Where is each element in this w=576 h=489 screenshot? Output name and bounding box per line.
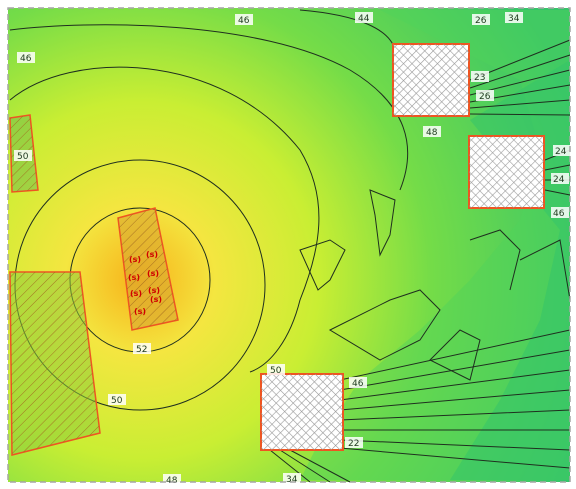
contour-label: 46 (352, 379, 364, 389)
buildings (260, 43, 545, 451)
contour-label: 24 (553, 175, 565, 185)
contour-irregular-4 (429, 329, 481, 381)
contour-label: 50 (111, 396, 123, 406)
contour-label: 48 (166, 476, 178, 486)
zone-source-hatch (118, 208, 178, 330)
contour-label: 34 (508, 14, 520, 24)
source-markers: (s) (s) (s) (s) (s) (s) (s) (s) (128, 250, 162, 316)
source-mark: (s) (134, 307, 146, 316)
building-bottom-overlay (261, 374, 343, 450)
building-top-right-overlay (393, 44, 469, 116)
zone-left-bottom-hatch (10, 272, 100, 455)
cool-zone-right (300, 10, 570, 480)
contour-46 (9, 24, 409, 191)
contour-right-2 (519, 239, 571, 301)
fan-lines-bottom (339, 329, 571, 469)
contour-labels: 46 46 44 48 50 52 50 50 46 46 22 48 34 2… (14, 12, 571, 486)
source-mark: (s) (146, 250, 158, 259)
contour-label: 50 (270, 366, 282, 376)
contour-irregular-2 (299, 239, 346, 291)
contour-irregular-1 (369, 189, 396, 257)
fan-lines-bottom-left (269, 449, 351, 483)
contour-label: 50 (17, 152, 29, 162)
contour-label: 48 (426, 128, 438, 138)
contour-label: 24 (555, 147, 567, 157)
building-mid-right-overlay (469, 136, 544, 208)
contour-label: 22 (348, 439, 359, 449)
map-border (7, 7, 571, 483)
contour-label: 46 (553, 209, 565, 219)
contour-label: 46 (20, 54, 32, 64)
contour-label: 26 (479, 92, 491, 102)
source-mark: (s) (130, 289, 142, 298)
contour-label: 23 (474, 73, 485, 83)
contour-label: 44 (358, 14, 370, 24)
source-mark: (s) (147, 269, 159, 278)
fan-lines-top-right (469, 39, 571, 116)
source-mark: (s) (129, 255, 141, 264)
source-mark: (s) (148, 286, 160, 295)
contour-right-1 (469, 229, 521, 291)
contour-label: 34 (286, 475, 298, 485)
source-mark: (s) (150, 295, 162, 304)
contour-label: 52 (136, 345, 147, 355)
contour-label: 46 (238, 16, 250, 26)
contour-48 (9, 66, 320, 373)
source-mark: (s) (128, 273, 140, 282)
contour-irregular-3 (328, 289, 441, 361)
contour-label: 26 (475, 16, 487, 26)
